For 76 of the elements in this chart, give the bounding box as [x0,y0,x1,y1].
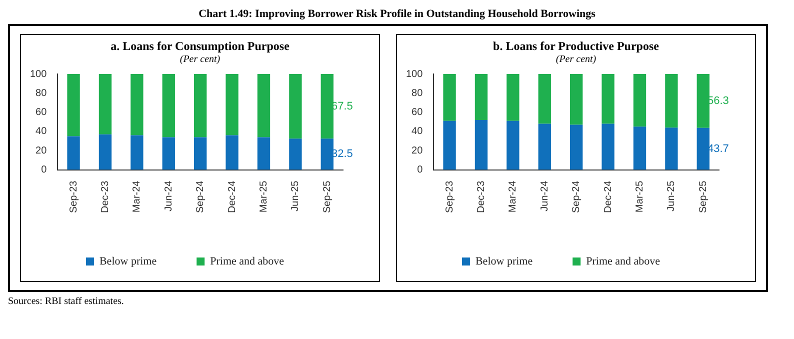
legend-label: Prime and above [586,255,660,268]
x-tick-label: Sep-25 [322,180,333,214]
bar [194,137,207,170]
x-tick-label: Dec-24 [226,180,238,214]
chart-subtitle: (Per cent) [178,54,222,65]
y-tick-label: 60 [36,107,48,118]
bar [98,134,112,170]
legend-label: Prime and above [210,255,284,268]
x-tick-label: Sep-24 [571,180,582,214]
bar [443,120,456,170]
bar [506,120,520,170]
bar [696,128,710,170]
bar [226,74,238,136]
bar [474,74,488,120]
y-tick-label: 0 [417,164,424,176]
bar [130,135,144,170]
bar [602,74,614,124]
y-tick-label: 100 [406,68,424,80]
bar [506,74,520,121]
bar [538,124,551,170]
x-tick-label: Mar-24 [508,180,519,212]
x-tick-label: Sep-24 [195,180,206,214]
legend-label: Below prime [99,255,157,268]
chart-title: b. Loans for Productive Purpose [492,39,660,54]
chart-subtitle: (Per cent) [554,54,598,65]
bar [320,138,334,170]
y-tick-label: 40 [412,126,424,138]
legend-label: Below prime [475,255,533,268]
y-tick-label: 80 [412,88,424,99]
x-tick-label: Mar-25 [634,180,646,212]
chart-title: a. Loans for Consumption Purpose [110,39,290,54]
bar [162,74,175,138]
y-tick-label: 20 [36,145,48,156]
source-note: Sources: RBI staff estimates. [8,296,125,307]
x-tick-label: Jun-24 [163,180,174,212]
x-tick-label: Sep-23 [444,180,456,214]
bar [538,74,551,124]
y-tick-label: 60 [412,107,424,118]
bar [320,74,334,139]
bar [257,74,270,138]
bar [67,74,80,136]
x-tick-label: Jun-25 [666,180,678,212]
bar [289,138,302,170]
bar [474,120,488,170]
bar [570,124,583,170]
x-tick-label: Dec-23 [476,180,487,214]
bar [665,74,678,128]
x-tick-label: Sep-23 [68,180,80,214]
bar [443,74,456,121]
bar [665,128,678,170]
y-tick-label: 20 [412,145,424,156]
bar [162,137,175,170]
x-tick-label: Jun-25 [290,180,302,212]
y-tick-label: 0 [41,164,48,176]
x-tick-label: Dec-23 [100,180,111,214]
x-tick-label: Jun-24 [539,180,550,212]
bar [289,74,302,139]
bar [633,126,646,170]
bar [98,74,112,134]
x-tick-label: Sep-25 [698,180,709,214]
bar [130,74,144,136]
y-tick-label: 100 [30,68,48,80]
y-tick-label: 80 [36,88,48,99]
x-tick-label: Dec-24 [602,180,614,214]
bar [602,124,614,170]
bar [257,137,270,170]
bar [570,74,583,125]
bar [696,74,710,128]
x-tick-label: Mar-24 [132,180,143,212]
x-tick-label: Mar-25 [258,180,270,212]
bar [226,135,238,170]
caption: Chart 1.49: Improving Borrower Risk Profile in Outstanding Household Borrowings [198,8,596,20]
bar [67,136,80,170]
bar [633,74,646,127]
y-tick-label: 40 [36,126,48,138]
bar [194,74,207,138]
